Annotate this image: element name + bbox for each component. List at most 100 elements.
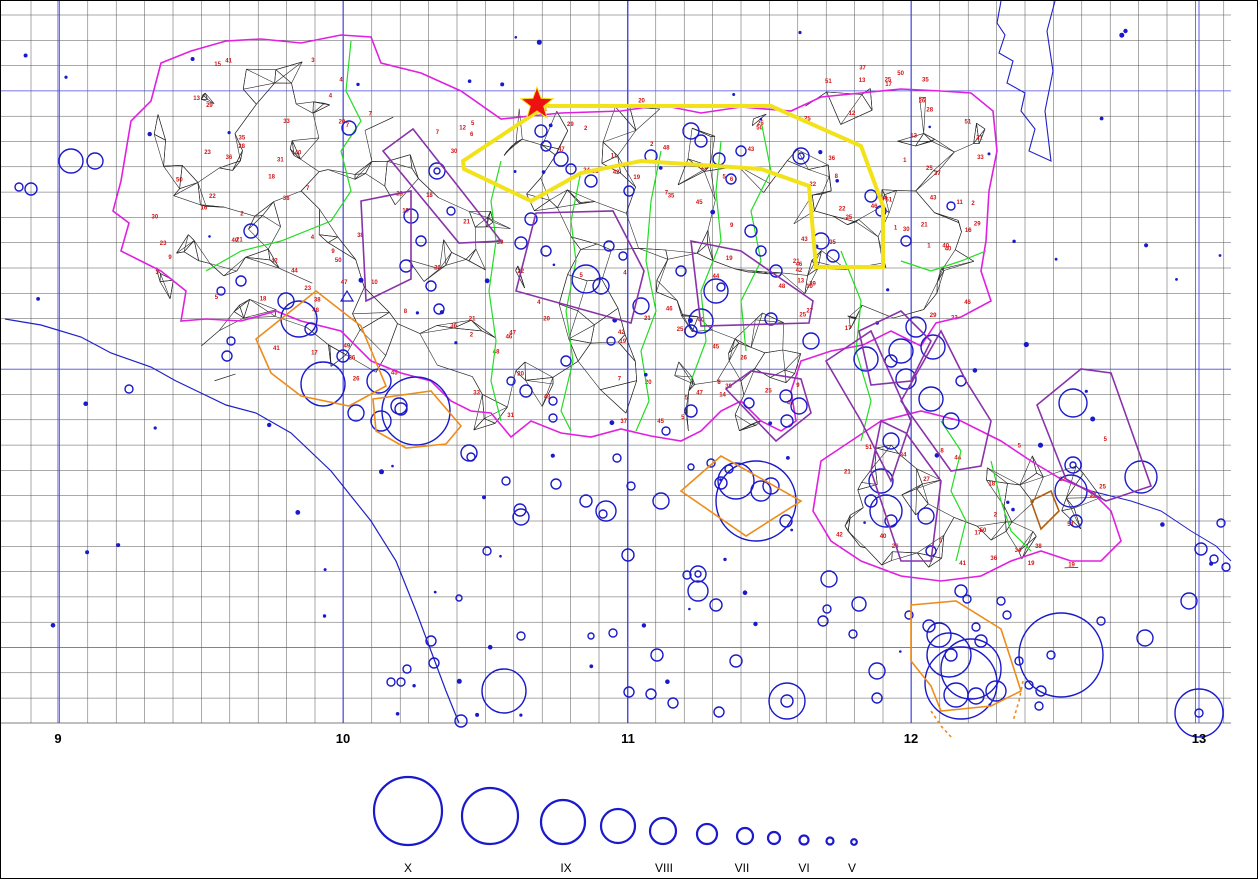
district-edge xyxy=(233,299,250,312)
district-edge xyxy=(638,248,668,260)
district-edge xyxy=(1061,507,1075,511)
district-number: 40 xyxy=(232,238,239,244)
small-epicenter-dot xyxy=(753,621,758,627)
district-edge xyxy=(418,178,439,198)
district-edge xyxy=(207,99,215,104)
small-epicenter-dot xyxy=(641,623,647,628)
small-epicenter-dot xyxy=(658,166,663,170)
small-epicenter-dot xyxy=(552,263,556,267)
epicenter-circle xyxy=(826,249,840,263)
epicenter-circle xyxy=(780,694,794,708)
epicenter-circle xyxy=(985,680,1007,702)
epicenter-circle xyxy=(926,622,952,648)
district-edge xyxy=(312,103,325,114)
region-boundary xyxy=(112,34,1122,582)
epicenter-circle xyxy=(962,594,972,604)
epicenter-circles xyxy=(14,28,1231,738)
district-number: 35 xyxy=(829,240,836,246)
small-epicenter-dot xyxy=(1144,243,1149,248)
district-edge xyxy=(245,248,269,258)
highlighted-zone xyxy=(460,104,885,269)
district-edge xyxy=(752,118,754,126)
small-epicenter-dot xyxy=(790,528,794,532)
epicenter-circle xyxy=(1221,562,1231,572)
district-edge xyxy=(443,239,452,253)
district-edge xyxy=(915,488,917,515)
district-edge xyxy=(1018,531,1034,552)
brown-source-zone xyxy=(1030,489,1060,531)
small-epicenter-dot xyxy=(267,422,272,428)
district-edge xyxy=(365,173,385,187)
district-edge xyxy=(486,221,494,228)
district-edge xyxy=(262,215,281,227)
district-edge xyxy=(327,236,338,243)
district-edge xyxy=(409,154,413,169)
district-edge xyxy=(769,369,786,378)
district-edge xyxy=(696,230,709,254)
district-edge xyxy=(411,168,419,179)
epicenter-circle xyxy=(632,297,650,315)
small-epicenter-dot xyxy=(899,650,902,653)
district-number: 25 xyxy=(926,166,933,172)
district-edge xyxy=(319,169,329,172)
district-edge xyxy=(804,275,808,294)
district-edge xyxy=(674,375,693,384)
district-number: 29 xyxy=(974,222,981,228)
purple-source-zone xyxy=(690,239,814,327)
district-number: 8 xyxy=(835,174,839,180)
district-edge xyxy=(936,270,945,294)
district-number: 46 xyxy=(506,335,513,341)
zone-boundary xyxy=(560,170,582,432)
district-number: 21 xyxy=(793,259,800,265)
district-edge xyxy=(275,316,307,328)
district-number: 2 xyxy=(584,126,588,132)
epicenter-circle xyxy=(466,452,476,462)
district-number: 19 xyxy=(1068,563,1075,569)
district-edge xyxy=(1005,521,1007,532)
district-edge xyxy=(1036,472,1044,478)
small-epicenter-dot xyxy=(972,368,978,373)
district-number: 15 xyxy=(214,62,221,68)
district-number: 2 xyxy=(544,107,548,113)
district-number: 50 xyxy=(980,528,987,534)
district-edge xyxy=(526,177,541,195)
district-edge xyxy=(274,69,277,84)
epicenter-circle xyxy=(895,368,917,390)
district-edge xyxy=(754,352,766,369)
district-edge xyxy=(419,327,454,334)
epicenter-circle xyxy=(1180,592,1198,610)
district-edge xyxy=(540,155,556,179)
district-edge xyxy=(780,272,808,276)
district-number: 1 xyxy=(903,158,907,164)
small-epicenter-dot xyxy=(768,421,773,426)
district-edge xyxy=(976,525,992,541)
district-edge xyxy=(505,142,517,153)
district-edge xyxy=(549,199,558,208)
epicenter-circle xyxy=(1024,680,1034,690)
epicenter-circle xyxy=(396,677,406,687)
district-edge xyxy=(154,134,166,141)
district-edge xyxy=(861,464,876,483)
epicenter-circle xyxy=(399,259,413,273)
district-number: 48 xyxy=(312,308,319,314)
district-edge xyxy=(915,133,924,147)
district-number: 9 xyxy=(331,249,335,255)
district-number: 51 xyxy=(825,79,832,85)
district-edge xyxy=(246,68,275,84)
district-number: 46 xyxy=(871,204,878,210)
district-edge xyxy=(728,338,736,354)
epicenter-circle xyxy=(661,426,671,436)
legend-intensity-circle xyxy=(850,838,858,846)
district-edge xyxy=(987,467,1008,484)
epicenter-circle xyxy=(587,632,595,640)
epicenter-circle xyxy=(682,570,692,580)
district-edge xyxy=(524,361,526,381)
district-edge xyxy=(487,217,494,223)
district-edge xyxy=(740,380,745,396)
epicenter-circle xyxy=(394,402,408,416)
zone-boundary xyxy=(840,250,872,442)
legend-intensity-circle xyxy=(825,836,835,846)
epicenter-circle xyxy=(792,147,810,165)
district-edge xyxy=(1003,483,1008,507)
district-edge xyxy=(747,271,768,275)
